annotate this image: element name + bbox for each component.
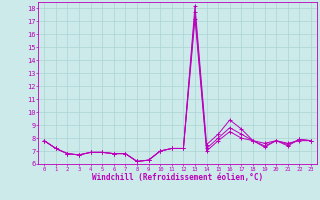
- X-axis label: Windchill (Refroidissement éolien,°C): Windchill (Refroidissement éolien,°C): [92, 173, 263, 182]
